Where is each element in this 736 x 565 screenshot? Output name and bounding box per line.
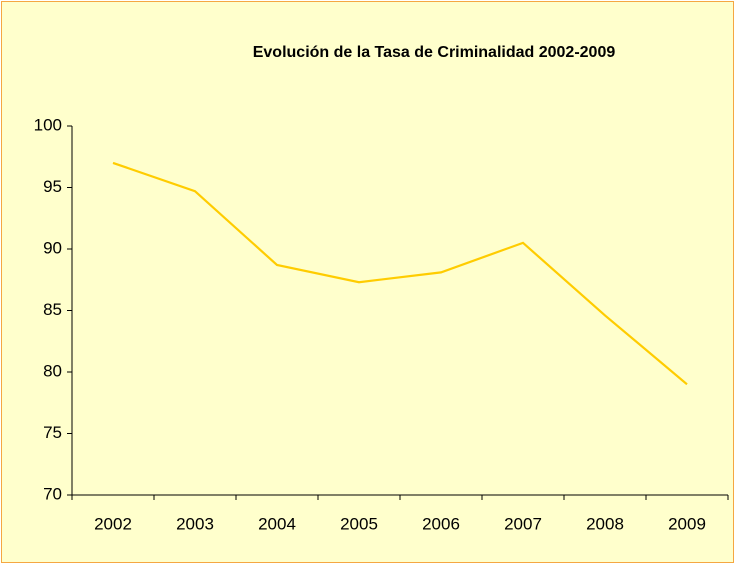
x-tick-label: 2005: [340, 514, 378, 533]
y-tick-label: 70: [43, 484, 62, 503]
y-tick-label: 100: [34, 115, 62, 134]
x-tick-label: 2009: [668, 514, 706, 533]
x-tick-label: 2004: [258, 514, 296, 533]
y-tick-label: 75: [43, 423, 62, 442]
y-tick-label: 85: [43, 300, 62, 319]
data-line: [112, 161, 688, 386]
y-tick-label: 95: [43, 177, 62, 196]
x-tick-label: 2007: [504, 514, 542, 533]
chart-title: Evolución de la Tasa de Criminalidad 200…: [253, 44, 616, 61]
x-tick-label: 2003: [176, 514, 214, 533]
y-tick-label: 80: [43, 361, 62, 380]
x-tick-label: 2008: [586, 514, 624, 533]
y-tick-label: 90: [43, 238, 62, 257]
x-tick-label: 2002: [94, 514, 132, 533]
x-tick-label: 2006: [422, 514, 460, 533]
